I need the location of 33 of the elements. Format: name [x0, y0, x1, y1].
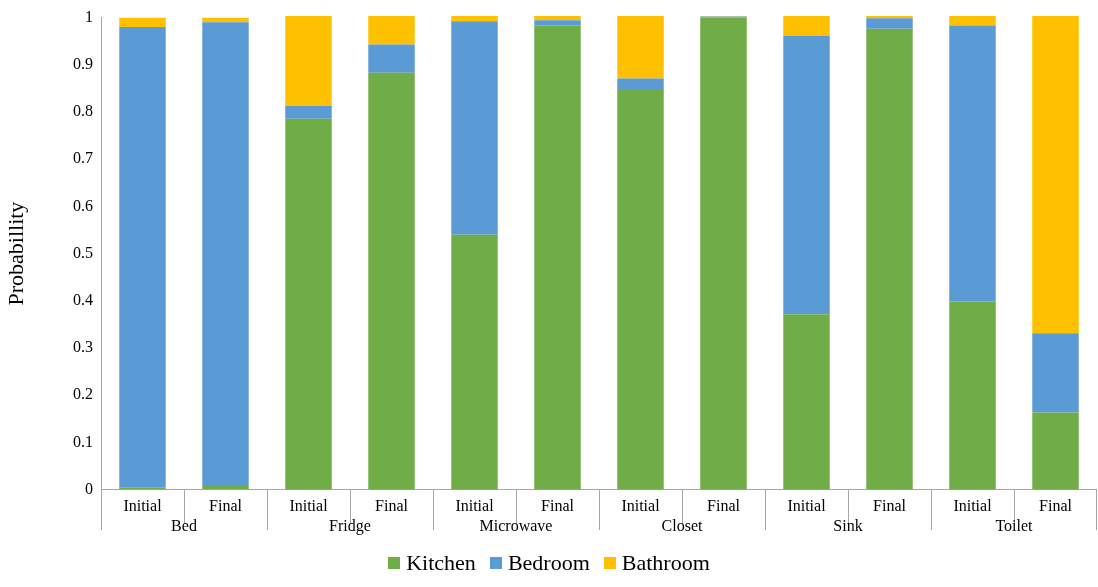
y-tick-label: 0.7 [73, 149, 93, 167]
y-tick-label: 0.1 [73, 432, 93, 450]
x-tick-label: Initial [455, 497, 495, 515]
y-axis-title: Probabillity [2, 201, 28, 306]
legend-label: Bathroom [621, 550, 710, 576]
x-tick-label: Final [1039, 497, 1073, 515]
x-tick-label: Initial [123, 497, 163, 515]
legend-label: Kitchen [406, 550, 476, 576]
x-tick-label: Final [541, 497, 575, 515]
x-tick-label: Initial [787, 497, 827, 515]
x-axis-title: Toilet [995, 516, 1034, 534]
x-tick-label: Final [209, 497, 243, 515]
x-axis-title: Bed [171, 516, 197, 534]
x-axis-title: Closet [661, 516, 703, 534]
x-tick-label: Initial [289, 497, 329, 515]
x-axis-title: Fridge [329, 516, 371, 535]
x-axis-title: Sink [833, 516, 863, 534]
legend-label: Bedroom [507, 550, 590, 576]
x-tick-label: Initial [953, 497, 993, 515]
x-tick-label: Final [375, 497, 409, 515]
y-tick-label: 1 [85, 7, 93, 25]
x-axis-title: Microwave [479, 516, 553, 534]
y-tick-label: 0.6 [73, 196, 93, 214]
y-tick-label: 0.5 [73, 243, 93, 261]
y-tick-label: 0 [85, 479, 93, 497]
x-tick-label: Final [873, 497, 907, 515]
y-tick-label: 0.2 [73, 385, 93, 403]
y-tick-label: 0.8 [73, 102, 93, 120]
y-tick-label: 0.3 [73, 338, 93, 356]
y-tick-label: 0.4 [73, 291, 93, 308]
y-tick-label: 0.9 [73, 55, 93, 72]
x-tick-label: Final [707, 497, 741, 515]
x-tick-label: Initial [621, 497, 661, 515]
